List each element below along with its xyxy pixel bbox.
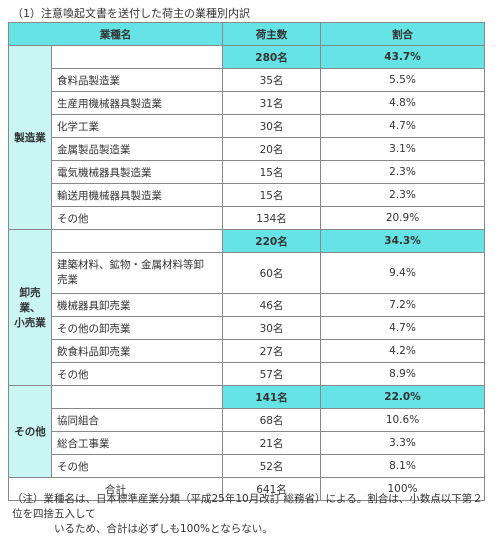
row-count: 60名 — [222, 252, 321, 294]
table-row: その他 52名 8.1% — [9, 454, 485, 478]
table-row: 総合工事業 21名 3.3% — [9, 431, 485, 455]
row-name: 協同組合 — [51, 408, 223, 432]
row-ratio: 8.1% — [320, 454, 485, 478]
row-ratio: 2.3% — [320, 183, 485, 207]
row-name: 化学工業 — [51, 114, 223, 138]
header-industry: 業種名 — [8, 22, 223, 46]
subtotal-ratio: 43.7% — [320, 45, 485, 69]
row-name: 機械器具卸売業 — [51, 293, 223, 317]
row-count: 30名 — [222, 114, 321, 138]
table-row: 機械器具卸売業 46名 7.2% — [9, 293, 485, 317]
table-caption: （1）注意喚起文書を送付した荷主の業種別内訳 — [12, 7, 250, 20]
group-label: 製造業 — [8, 45, 52, 230]
table-row: 電気機械器具製造業 15名 2.3% — [9, 160, 485, 184]
row-name: 電気機械器具製造業 — [51, 160, 223, 184]
total-label: 合計 — [8, 477, 223, 501]
table-row: 輸送用機械器具製造業 15名 2.3% — [9, 183, 485, 207]
subtotal-row: 卸売 業、 小売業 220名 34.3% — [8, 229, 485, 386]
row-ratio: 7.2% — [320, 293, 485, 317]
table-row: 金属製品製造業 20名 3.1% — [9, 137, 485, 161]
row-ratio: 9.4% — [320, 252, 485, 294]
row-name: その他 — [51, 206, 223, 230]
row-name: 金属製品製造業 — [51, 137, 223, 161]
row-name: 輸送用機械器具製造業 — [51, 183, 223, 207]
row-ratio: 3.3% — [320, 431, 485, 455]
header-count: 荷主数 — [222, 22, 321, 46]
row-ratio: 2.3% — [320, 160, 485, 184]
group-label-line: 卸売 — [19, 287, 41, 299]
row-ratio: 4.8% — [320, 91, 485, 115]
footnote-line: いるため、合計は必ずしも100%とならない。 — [54, 523, 273, 535]
row-count: 15名 — [222, 160, 321, 184]
subtotal-row: 製造業 280名 43.7% — [8, 45, 485, 230]
total-ratio: 100% — [320, 477, 485, 501]
group-label: その他 — [8, 385, 52, 478]
row-count: 31名 — [222, 91, 321, 115]
row-name: 生産用機械器具製造業 — [51, 91, 223, 115]
table-row: 生産用機械器具製造業 31名 4.8% — [9, 91, 485, 115]
table-row: その他の卸売業 30名 4.7% — [9, 316, 485, 340]
table-row: その他 57名 8.9% — [9, 362, 485, 386]
row-count: 134名 — [222, 206, 321, 230]
row-name: その他の卸売業 — [51, 316, 223, 340]
row-ratio: 4.2% — [320, 339, 485, 363]
row-ratio: 5.5% — [320, 68, 485, 92]
row-count: 21名 — [222, 431, 321, 455]
header-ratio: 割合 — [320, 22, 485, 46]
row-ratio: 8.9% — [320, 362, 485, 386]
row-count: 30名 — [222, 316, 321, 340]
table-row: 化学工業 30名 4.7% — [9, 114, 485, 138]
subtotal-count: 141名 — [222, 385, 321, 409]
group-label-line: 小売業 — [14, 317, 46, 329]
subtotal-row: その他 141名 22.0% — [8, 385, 485, 478]
total-count: 641名 — [222, 477, 321, 501]
table-row: 建築材料、鉱物・金属材料等卸 売業 60名 9.4% — [9, 252, 485, 294]
row-name: 総合工事業 — [51, 431, 223, 455]
header-row: 業種名 荷主数 割合 — [8, 22, 485, 46]
row-name: 建築材料、鉱物・金属材料等卸 売業 — [51, 252, 223, 294]
table-row: 飲食料品卸売業 27名 4.2% — [9, 339, 485, 363]
total-row: 合計 641名 100% — [8, 477, 485, 501]
group-label-line: 業、 — [19, 302, 41, 314]
row-count: 46名 — [222, 293, 321, 317]
footnote: （注）業種名は、日本標準産業分類（平成25年10月改訂 総務省）による。割合は、… — [12, 492, 492, 537]
row-name: 飲食料品卸売業 — [51, 339, 223, 363]
table-row: その他 134名 20.9% — [9, 206, 485, 230]
row-count: 20名 — [222, 137, 321, 161]
row-ratio: 10.6% — [320, 408, 485, 432]
row-name: その他 — [51, 362, 223, 386]
group-label: 卸売 業、 小売業 — [8, 229, 52, 386]
footnote-line: （注）業種名は、日本標準産業分類（平成25年10月改訂 総務省）による。割合は、… — [12, 493, 483, 520]
row-count: 68名 — [222, 408, 321, 432]
industry-breakdown-table: 業種名 荷主数 割合 製造業 280名 43.7% 食料品製造業 35名 5.5% … — [8, 22, 485, 501]
row-count: 15名 — [222, 183, 321, 207]
table-row: 食料品製造業 35名 5.5% — [9, 68, 485, 92]
row-count: 35名 — [222, 68, 321, 92]
subtotal-ratio: 34.3% — [320, 229, 485, 253]
row-ratio: 4.7% — [320, 114, 485, 138]
row-ratio: 4.7% — [320, 316, 485, 340]
row-count: 52名 — [222, 454, 321, 478]
subtotal-count: 220名 — [222, 229, 321, 253]
row-count: 27名 — [222, 339, 321, 363]
row-name: 食料品製造業 — [51, 68, 223, 92]
table-row: 協同組合 68名 10.6% — [9, 408, 485, 432]
row-count: 57名 — [222, 362, 321, 386]
row-ratio: 20.9% — [320, 206, 485, 230]
row-ratio: 3.1% — [320, 137, 485, 161]
subtotal-ratio: 22.0% — [320, 385, 485, 409]
subtotal-count: 280名 — [222, 45, 321, 69]
row-name: その他 — [51, 454, 223, 478]
